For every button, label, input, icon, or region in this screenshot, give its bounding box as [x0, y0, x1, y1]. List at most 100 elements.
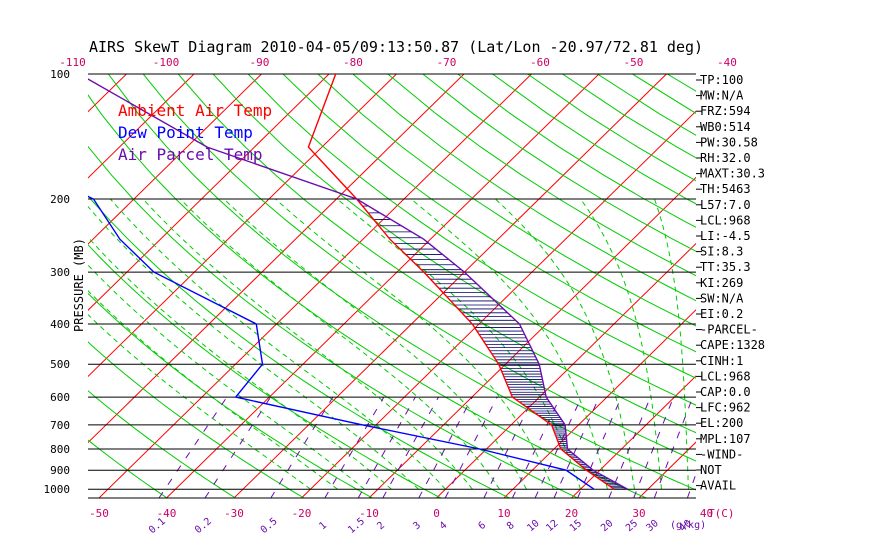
- isotherm-line: [774, 74, 870, 498]
- isotherm-line: [436, 242, 696, 498]
- isobars: [88, 73, 696, 499]
- mixing-ratio-tick-label: 6: [476, 520, 488, 532]
- index-label: NOT: [700, 463, 722, 477]
- dry-adiabat-line: [667, 74, 696, 92]
- mixing-ratio-line: [324, 396, 385, 498]
- index-label: TT:35.3: [700, 260, 751, 274]
- isotherm-line: [842, 74, 870, 498]
- dry-adiabat-line: [212, 74, 696, 406]
- mixing-ratio-tick-label: 1: [317, 520, 329, 532]
- legend-entry: Ambient Air Temp: [118, 101, 272, 120]
- top-temp-tick-label: -40: [717, 56, 737, 69]
- dry-adiabat-line: [88, 341, 305, 498]
- index-label: RH:32.0: [700, 151, 751, 165]
- index-label: -PARCEL-: [700, 323, 758, 337]
- pressure-tick-label: 800: [50, 443, 70, 456]
- isotherm-line: [368, 176, 696, 498]
- index-label: CAP:0.0: [700, 385, 751, 399]
- mixing-ratio-line: [382, 396, 439, 498]
- index-label: FRZ:594: [700, 104, 751, 118]
- mixing-ratio-line: [444, 396, 498, 498]
- dry-adiabat-line: [422, 74, 696, 252]
- dry-adiabat-line: [88, 195, 510, 498]
- moist-adiabat-line: [580, 198, 662, 490]
- isotherm-line: [88, 74, 330, 311]
- dry-adiabat-line: [492, 74, 696, 205]
- mixing-ratio-tick-label: 10: [525, 518, 541, 534]
- isotherm-line: [88, 74, 195, 179]
- pressure-tick-label: 900: [50, 464, 70, 477]
- isotherm-line: [88, 74, 127, 113]
- dry-adiabat-line: [107, 74, 696, 491]
- index-label: LCL:968: [700, 213, 751, 227]
- mixing-ratio-line: [270, 396, 334, 498]
- isotherm-line: [571, 375, 696, 498]
- profiles: [88, 74, 629, 490]
- chart-title: AIRS SkewT Diagram 2010-04-05/09:13:50.8…: [89, 38, 703, 56]
- top-temp-tick-label: -60: [530, 56, 550, 69]
- bottom-temp-tick-label: -30: [224, 507, 244, 520]
- index-label: MW:N/A: [700, 89, 744, 103]
- legend-entry: Air Parcel Temp: [118, 145, 263, 164]
- dry-adiabat-line: [88, 439, 168, 498]
- legend-entry: Dew Point Temp: [118, 123, 253, 142]
- pressure-tick-label: 300: [50, 266, 70, 279]
- pressure-tick-label: 700: [50, 419, 70, 432]
- mixing-ratio-line: [511, 396, 561, 498]
- temp-unit-label: T(C): [708, 507, 735, 520]
- bottom-temp-tick-label: -40: [157, 507, 177, 520]
- legend: Ambient Air Temp Dew Point Temp Air Parcel…: [118, 101, 272, 164]
- top-temp-tick-label: -110: [59, 56, 86, 69]
- mixing-ratio-tick-label: 0.5: [259, 516, 280, 536]
- index-label: CINH:1: [700, 354, 743, 368]
- pressure-tick-label: 600: [50, 391, 70, 404]
- profile-line-1: [88, 195, 595, 490]
- pressure-tick-label: 1000: [44, 483, 71, 496]
- index-label: KI:269: [700, 276, 743, 290]
- isotherm-line: [88, 74, 262, 245]
- top-temp-tick-label: -80: [343, 56, 363, 69]
- mixing-ratio-line: [608, 396, 651, 498]
- pressure-tick-label: 400: [50, 318, 70, 331]
- mixing-ratio-tick-label: 20: [599, 518, 615, 534]
- top-temp-tick-label: -70: [437, 56, 457, 69]
- index-label: SI:8.3: [700, 245, 743, 259]
- y-axis-label: PRESSURE (MB): [72, 238, 86, 332]
- index-label: -WIND-: [700, 447, 743, 461]
- index-label: MPL:107: [700, 432, 751, 446]
- moist-adiabat-line: [223, 198, 527, 490]
- cape-hatch: [362, 205, 628, 490]
- isotherm-line: [88, 74, 465, 444]
- index-label: WB0:514: [700, 120, 751, 134]
- profile-line-2: [88, 78, 629, 490]
- moist-adiabat-line: [88, 314, 311, 490]
- isotherm-line: [503, 309, 696, 498]
- index-label: AVAIL: [700, 479, 736, 493]
- mixing-ratio-line: [483, 396, 534, 498]
- mixing-ratio-line: [633, 396, 675, 498]
- isotherm-line: [98, 74, 532, 498]
- profile-line-0: [307, 74, 615, 490]
- moist-adiabat-line: [88, 236, 392, 490]
- dry-adiabat-line: [142, 74, 696, 462]
- dry-adiabat-line: [317, 74, 696, 327]
- isotherm-line: [166, 74, 600, 498]
- index-label: MAXT:30.3: [700, 167, 765, 181]
- index-label: LI:-4.5: [700, 229, 751, 243]
- dry-adiabat-line: [88, 145, 578, 498]
- mixing-ratio-line: [653, 396, 694, 498]
- bottom-temp-tick-label: 0: [433, 507, 440, 520]
- mixing-ratio-tick-label: 2: [375, 520, 387, 532]
- top-temp-tick-label: -100: [153, 56, 180, 69]
- pressure-tick-label: 200: [50, 193, 70, 206]
- mixing-ratio-tick-label: 12: [544, 518, 560, 534]
- isotherm-line: [0, 74, 59, 498]
- bottom-temp-tick-label: -10: [359, 507, 379, 520]
- mixing-ratio-tick-label: 25: [624, 518, 640, 534]
- mixing-ratio-tick-label: 3: [411, 520, 423, 532]
- dry-adiabat-line: [247, 74, 696, 379]
- pressure-tick-label: 500: [50, 358, 70, 371]
